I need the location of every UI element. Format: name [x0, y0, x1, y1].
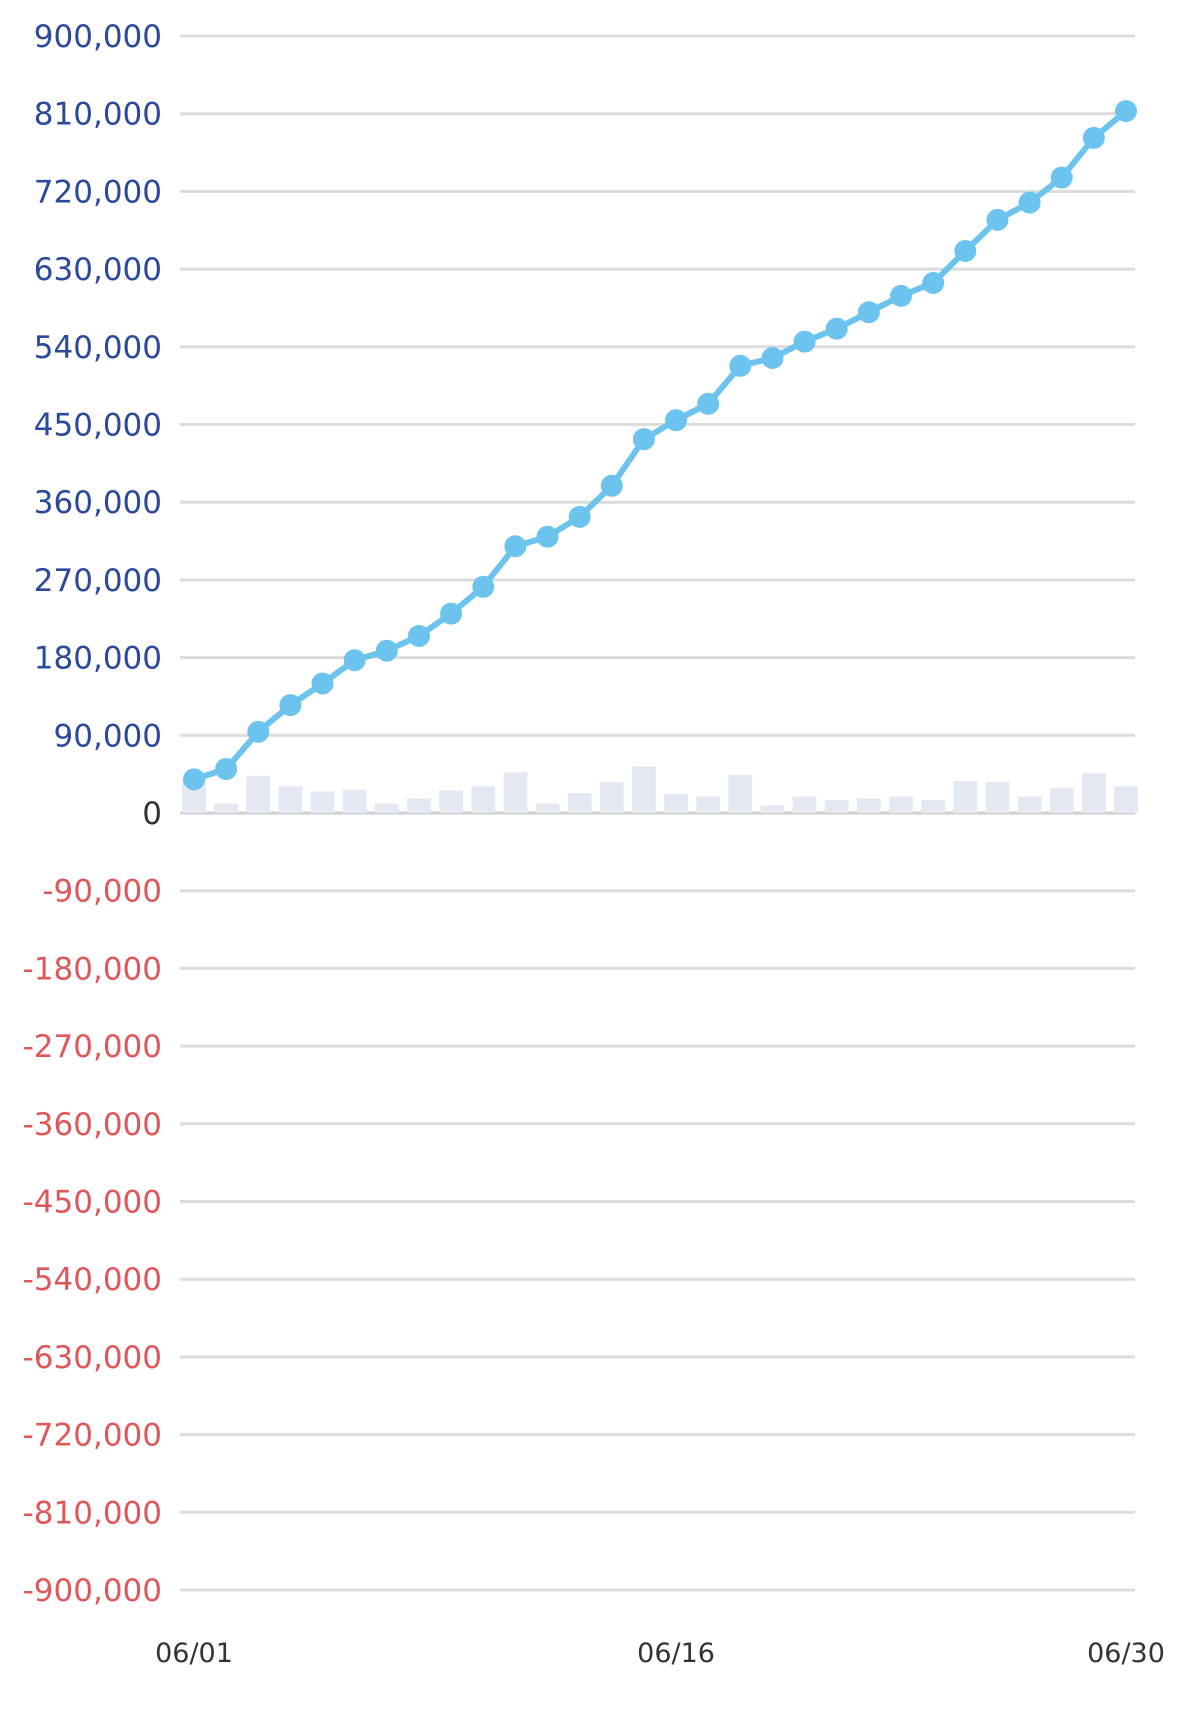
- bar: [535, 803, 560, 813]
- bar: [278, 786, 303, 813]
- x-tick-label: 06/30: [1087, 1638, 1165, 1669]
- bar: [1049, 787, 1074, 813]
- gridlines: [180, 34, 1135, 1592]
- y-axis-labels: 900,000 810,000 720,000 630,000 540,000 450,0…: [23, 19, 162, 1609]
- x-tick-label: 06/01: [155, 1638, 233, 1669]
- data-point[interactable]: [632, 428, 655, 451]
- bar: [728, 775, 753, 813]
- bar: [857, 798, 881, 813]
- bar: [953, 781, 978, 813]
- data-point[interactable]: [279, 694, 302, 717]
- data-point[interactable]: [536, 525, 559, 548]
- data-point[interactable]: [247, 720, 270, 743]
- bar: [696, 796, 721, 813]
- bar: [985, 781, 1010, 813]
- bar: [921, 800, 946, 813]
- data-point[interactable]: [343, 649, 366, 672]
- data-point[interactable]: [729, 354, 752, 377]
- y-tick-label: 810,000: [34, 97, 162, 133]
- data-point[interactable]: [825, 317, 848, 340]
- y-tick-label: 360,000: [34, 485, 162, 521]
- bar: [889, 796, 913, 813]
- bar: [760, 805, 785, 813]
- data-point[interactable]: [215, 757, 238, 780]
- bar: [1081, 773, 1106, 813]
- bar: [407, 798, 431, 813]
- y-tick-label: 450,000: [34, 408, 162, 444]
- bar: [310, 791, 335, 813]
- data-point[interactable]: [761, 347, 784, 370]
- data-point[interactable]: [954, 239, 977, 262]
- y-tick-label: -720,000: [23, 1418, 162, 1454]
- data-point[interactable]: [665, 409, 688, 432]
- data-point[interactable]: [1050, 166, 1073, 189]
- bar: [471, 786, 496, 813]
- bar: [374, 803, 399, 813]
- bar: [439, 790, 463, 813]
- data-point[interactable]: [600, 474, 623, 497]
- data-point[interactable]: [568, 505, 591, 528]
- line-series: [191, 108, 1129, 783]
- y-tick-label: 630,000: [34, 252, 162, 288]
- data-point[interactable]: [472, 575, 495, 598]
- data-point[interactable]: [1115, 100, 1137, 123]
- data-point[interactable]: [857, 301, 880, 324]
- data-point[interactable]: [183, 768, 205, 791]
- bar: [824, 800, 849, 813]
- y-tick-label: 180,000: [34, 641, 162, 677]
- bar: [246, 775, 271, 813]
- data-point[interactable]: [504, 535, 527, 558]
- y-tick-label: -810,000: [23, 1495, 162, 1531]
- y-tick-label: 540,000: [34, 330, 162, 366]
- bar: [792, 796, 817, 813]
- x-axis-labels: 06/01 06/16 06/30: [155, 1638, 1165, 1669]
- y-tick-label: 0: [142, 796, 162, 832]
- data-point[interactable]: [375, 639, 398, 662]
- bar: [342, 789, 367, 813]
- y-tick-label: 90,000: [54, 718, 162, 754]
- y-tick-label: -270,000: [23, 1029, 162, 1065]
- y-tick-label: -900,000: [23, 1573, 162, 1609]
- x-tick-label: 06/16: [637, 1638, 715, 1669]
- bar: [664, 794, 688, 813]
- y-tick-label: 270,000: [34, 563, 162, 599]
- data-point[interactable]: [922, 271, 945, 294]
- bar: [599, 781, 624, 813]
- bar: [214, 803, 239, 813]
- y-tick-label: -90,000: [42, 874, 162, 910]
- data-point[interactable]: [890, 284, 913, 307]
- y-tick-label: -360,000: [23, 1107, 162, 1143]
- y-tick-label: 720,000: [34, 174, 162, 210]
- bar: [567, 793, 592, 813]
- bar: [1114, 786, 1138, 813]
- data-point[interactable]: [407, 625, 430, 648]
- y-tick-label: -540,000: [23, 1262, 162, 1298]
- y-tick-label: -450,000: [23, 1185, 162, 1221]
- line-points: [183, 100, 1137, 791]
- data-point[interactable]: [311, 672, 334, 695]
- bar: [503, 772, 528, 813]
- data-point[interactable]: [1018, 191, 1041, 214]
- y-tick-label: -180,000: [23, 951, 162, 987]
- y-tick-label: 900,000: [34, 19, 162, 55]
- data-point[interactable]: [1082, 126, 1105, 149]
- data-point[interactable]: [697, 392, 720, 415]
- bar: [632, 766, 656, 813]
- bar: [1017, 796, 1042, 813]
- data-point[interactable]: [986, 208, 1009, 231]
- data-point[interactable]: [440, 602, 463, 625]
- y-tick-label: -630,000: [23, 1340, 162, 1376]
- bar-series: [182, 766, 1138, 813]
- data-point[interactable]: [793, 330, 816, 353]
- series-line: [191, 108, 1129, 783]
